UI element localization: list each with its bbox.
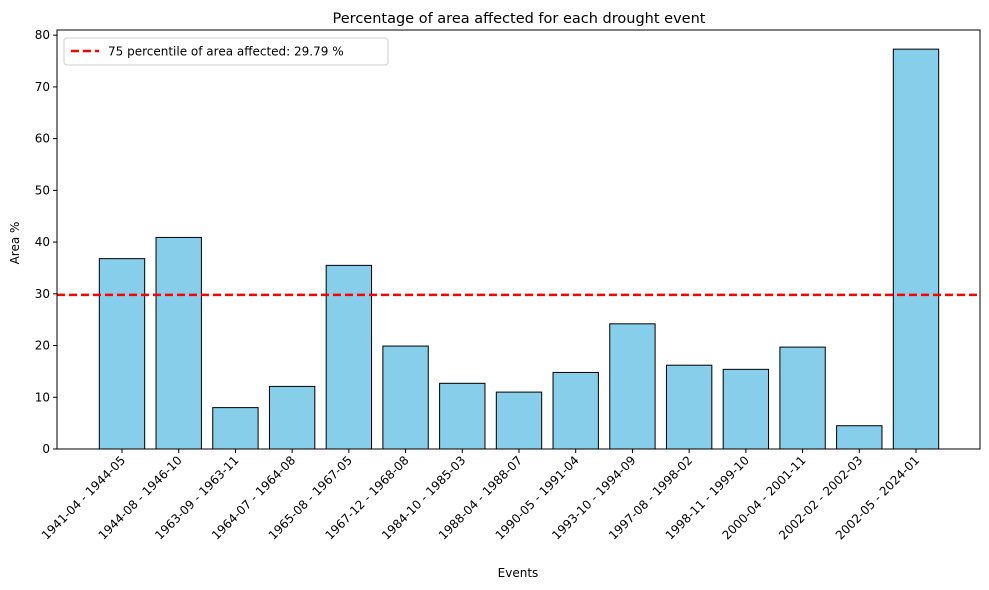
y-tick-label: 50 [35,183,50,197]
y-tick-label: 60 [35,132,50,146]
plot-frame [56,29,981,450]
y-tick-label: 80 [35,28,50,42]
bar [98,258,146,450]
bar [212,407,259,450]
bar [439,382,486,450]
bar [609,323,656,450]
legend-label: 75 percentile of area affected: 29.79 % [108,45,344,59]
bar [382,345,429,450]
y-tick-label: 10 [35,390,50,404]
y-tick-label: 20 [35,339,50,353]
y-tick-label: 30 [35,287,50,301]
chart-title: Percentage of area affected for each dro… [333,11,706,27]
bar [495,391,543,450]
bars-group [98,48,940,450]
bar [665,364,713,450]
bar [325,264,373,450]
bar [892,48,940,450]
bar [552,371,599,450]
legend: 75 percentile of area affected: 29.79 % [63,37,389,66]
y-axis: 0 10 20 30 40 50 60 70 80 [35,28,57,456]
legend-box [63,37,389,66]
bar [155,236,202,450]
y-tick-label: 40 [35,235,50,249]
y-tick-label: 0 [42,442,50,456]
bar [836,425,883,450]
x-axis-label: Events [498,566,539,580]
y-tick-label: 70 [35,80,50,94]
y-axis-label: Area % [8,222,22,265]
bar [779,346,826,450]
bar [722,368,770,450]
bar [268,385,316,450]
